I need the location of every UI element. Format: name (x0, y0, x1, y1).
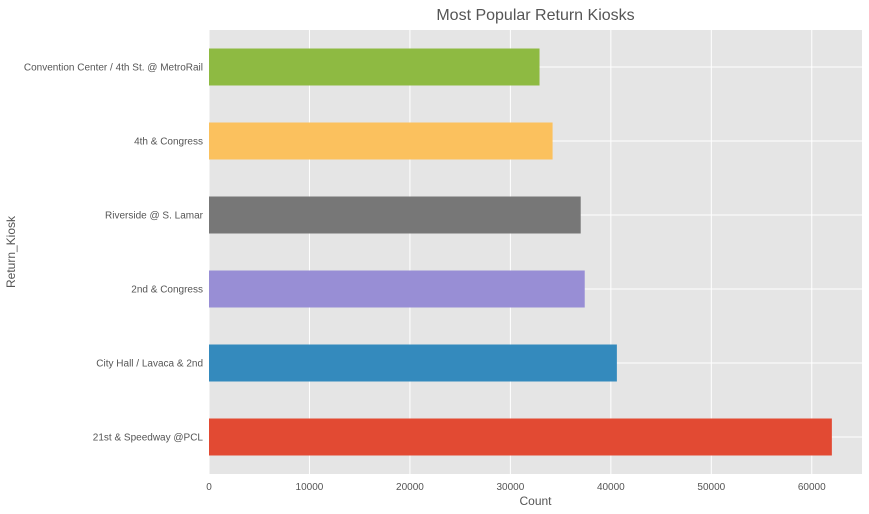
bar (209, 196, 581, 234)
y-tick-label: Convention Center / 4th St. @ MetroRail (24, 63, 203, 74)
x-tick-label: 0 (206, 482, 212, 493)
bar (209, 270, 585, 308)
x-tick-label: 20000 (396, 482, 424, 493)
x-tick-labels: 0 10000 20000 30000 40000 50000 60000 (206, 482, 826, 493)
bar (209, 418, 832, 456)
x-tick-label: 30000 (496, 482, 524, 493)
plot-background (209, 30, 862, 474)
x-tick-label: 60000 (798, 482, 826, 493)
y-tick-label: 2nd & Congress (131, 285, 203, 296)
x-tick-label: 50000 (697, 482, 725, 493)
x-tick-label: 10000 (296, 482, 324, 493)
bars (209, 48, 832, 456)
chart-title: Most Popular Return Kiosks (436, 7, 634, 24)
x-axis-label: Count (519, 494, 552, 508)
y-tick-label: 21st & Speedway @PCL (93, 433, 204, 444)
bar (209, 122, 553, 160)
bar (209, 344, 617, 382)
x-tick-label: 40000 (597, 482, 625, 493)
y-axis-label: Return_Kiosk (4, 215, 18, 288)
bar (209, 48, 540, 86)
y-category-labels: 21st & Speedway @PCL City Hall / Lavaca &… (24, 63, 204, 444)
y-tick-label: Riverside @ S. Lamar (105, 211, 204, 222)
y-tick-label: 4th & Congress (134, 137, 203, 148)
y-tick-label: City Hall / Lavaca & 2nd (96, 359, 203, 370)
